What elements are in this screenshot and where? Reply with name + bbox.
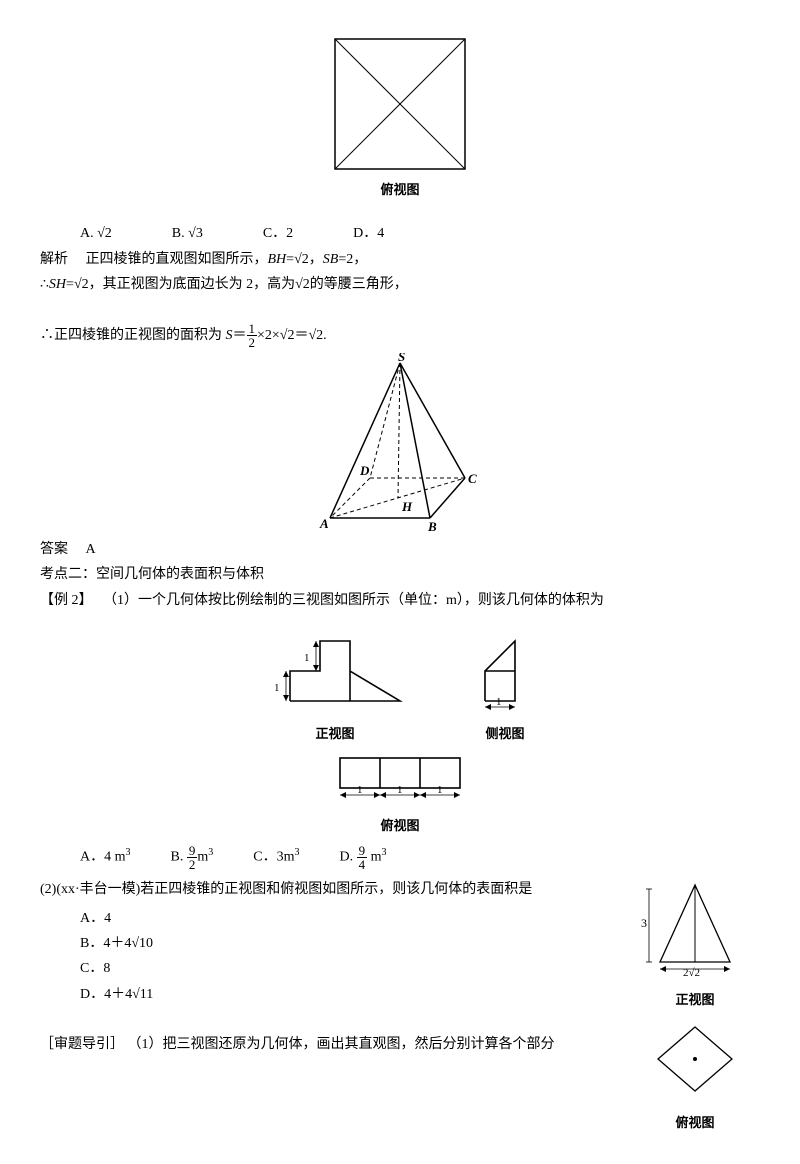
top-view2-caption: 俯视图 bbox=[325, 814, 475, 837]
answer-label: 答案 bbox=[40, 542, 68, 557]
q22-opt-a: A．4 bbox=[80, 906, 630, 931]
three-views-row1: 1 1 正视图 1 侧视图 bbox=[40, 621, 760, 746]
hint-label: ［审题导引］ bbox=[40, 1037, 124, 1052]
q2-opt-a: A．4 m3 bbox=[80, 844, 131, 870]
q22-opt-d: D．4＋4√11 bbox=[80, 982, 630, 1007]
q22-wrap: (2)(xx·丰台一模)若正四棱锥的正视图和俯视图如图所示，则该几何体的表面积是… bbox=[40, 877, 760, 1134]
square-diagonals-svg bbox=[330, 34, 470, 174]
hint-text: （1）把三视图还原为几何体，画出其直观图，然后分别计算各个部分 bbox=[128, 1037, 555, 1052]
example2-row: 【例 2】 （1）一个几何体按比例绘制的三视图如图所示（单位：m），则该几何体的… bbox=[40, 588, 760, 613]
q2-opt-b: B. 92m3 bbox=[171, 844, 214, 871]
front-view-svg: 1 1 bbox=[260, 621, 410, 711]
hint-row: ［审题导引］ （1）把三视图还原为几何体，画出其直观图，然后分别计算各个部分 bbox=[40, 1032, 630, 1057]
q22-text: (2)(xx·丰台一模)若正四棱锥的正视图和俯视图如图所示，则该几何体的表面积是… bbox=[40, 877, 630, 1057]
q1-opt-a: A. √2 bbox=[80, 221, 112, 246]
side-view-block: 1 侧视图 bbox=[470, 621, 540, 746]
analysis-line1: 正四棱锥的直观图如图所示，BH=√2，SB=2， bbox=[86, 252, 368, 267]
q22-figures: 3 2√2 正视图 俯视图 bbox=[630, 877, 760, 1134]
answer-value: A bbox=[86, 542, 96, 557]
svg-text:B: B bbox=[427, 519, 437, 533]
pyramid-svg: S A B C D H bbox=[300, 353, 500, 533]
q1-opt-d: D．4 bbox=[353, 221, 384, 246]
top-view-caption: 俯视图 bbox=[40, 178, 760, 201]
svg-text:1: 1 bbox=[304, 652, 310, 664]
svg-text:A: A bbox=[319, 516, 329, 531]
pyramid-figure: S A B C D H bbox=[40, 353, 760, 533]
svg-text:H: H bbox=[401, 499, 413, 514]
example2-q1: （1）一个几何体按比例绘制的三视图如图所示（单位：m），则该几何体的体积为 bbox=[103, 593, 604, 608]
q22-top-svg bbox=[650, 1019, 740, 1099]
q1-opt-c: C．2 bbox=[263, 221, 293, 246]
svg-text:1: 1 bbox=[437, 784, 443, 796]
q22-front-caption: 正视图 bbox=[630, 988, 760, 1011]
analysis-label: 解析 bbox=[40, 252, 68, 267]
side-view-svg: 1 bbox=[470, 621, 540, 711]
svg-text:1: 1 bbox=[496, 696, 502, 708]
q22-opt-b: B．4＋4√10 bbox=[80, 931, 630, 956]
dim-height: 3 bbox=[641, 916, 647, 930]
q2-opt-d: D. 94 m3 bbox=[339, 844, 386, 871]
q22-top-caption: 俯视图 bbox=[630, 1111, 760, 1134]
top-view-block2: 1 1 1 俯视图 bbox=[325, 753, 475, 838]
q22-intro: (2)(xx·丰台一模)若正四棱锥的正视图和俯视图如图所示，则该几何体的表面积是 bbox=[40, 877, 630, 902]
svg-text:1: 1 bbox=[274, 682, 280, 694]
q1-options: A. √2 B. √3 C．2 D．4 bbox=[80, 221, 760, 246]
q2-opt-c: C．3m3 bbox=[253, 844, 299, 870]
front-view-block: 1 1 正视图 bbox=[260, 621, 410, 746]
three-views-row2: 1 1 1 俯视图 bbox=[40, 753, 760, 838]
q22-opt-c: C．8 bbox=[80, 956, 630, 981]
q1-opt-b: B. √3 bbox=[172, 221, 203, 246]
side-view-caption: 侧视图 bbox=[470, 722, 540, 745]
svg-text:D: D bbox=[359, 463, 370, 478]
analysis-line2: ∴SH=√2，其正视图为底面边长为 2，高为√2的等腰三角形， bbox=[40, 277, 408, 292]
svg-text:2√2: 2√2 bbox=[683, 967, 700, 977]
svg-text:S: S bbox=[398, 353, 405, 364]
q22-front-svg: 3 2√2 bbox=[635, 877, 755, 977]
topic2-heading: 考点二：空间几何体的表面积与体积 bbox=[40, 562, 760, 587]
front-view-caption: 正视图 bbox=[260, 722, 410, 745]
analysis-line3: ∴正四棱锥的正视图的面积为 S＝12×2×√2＝√2. bbox=[40, 328, 327, 343]
top-view2-svg: 1 1 1 bbox=[325, 753, 475, 803]
svg-text:1: 1 bbox=[357, 784, 363, 796]
analysis-block: 解析 正四棱锥的直观图如图所示，BH=√2，SB=2， ∴SH=√2，其正视图为… bbox=[40, 247, 760, 350]
example2-label: 【例 2】 bbox=[40, 593, 86, 608]
top-view-figure bbox=[40, 34, 760, 174]
svg-text:1: 1 bbox=[397, 784, 403, 796]
q2-options: A．4 m3 B. 92m3 C．3m3 D. 94 m3 bbox=[80, 844, 760, 871]
answer-row: 答案 A bbox=[40, 537, 760, 562]
svg-text:C: C bbox=[468, 471, 477, 486]
